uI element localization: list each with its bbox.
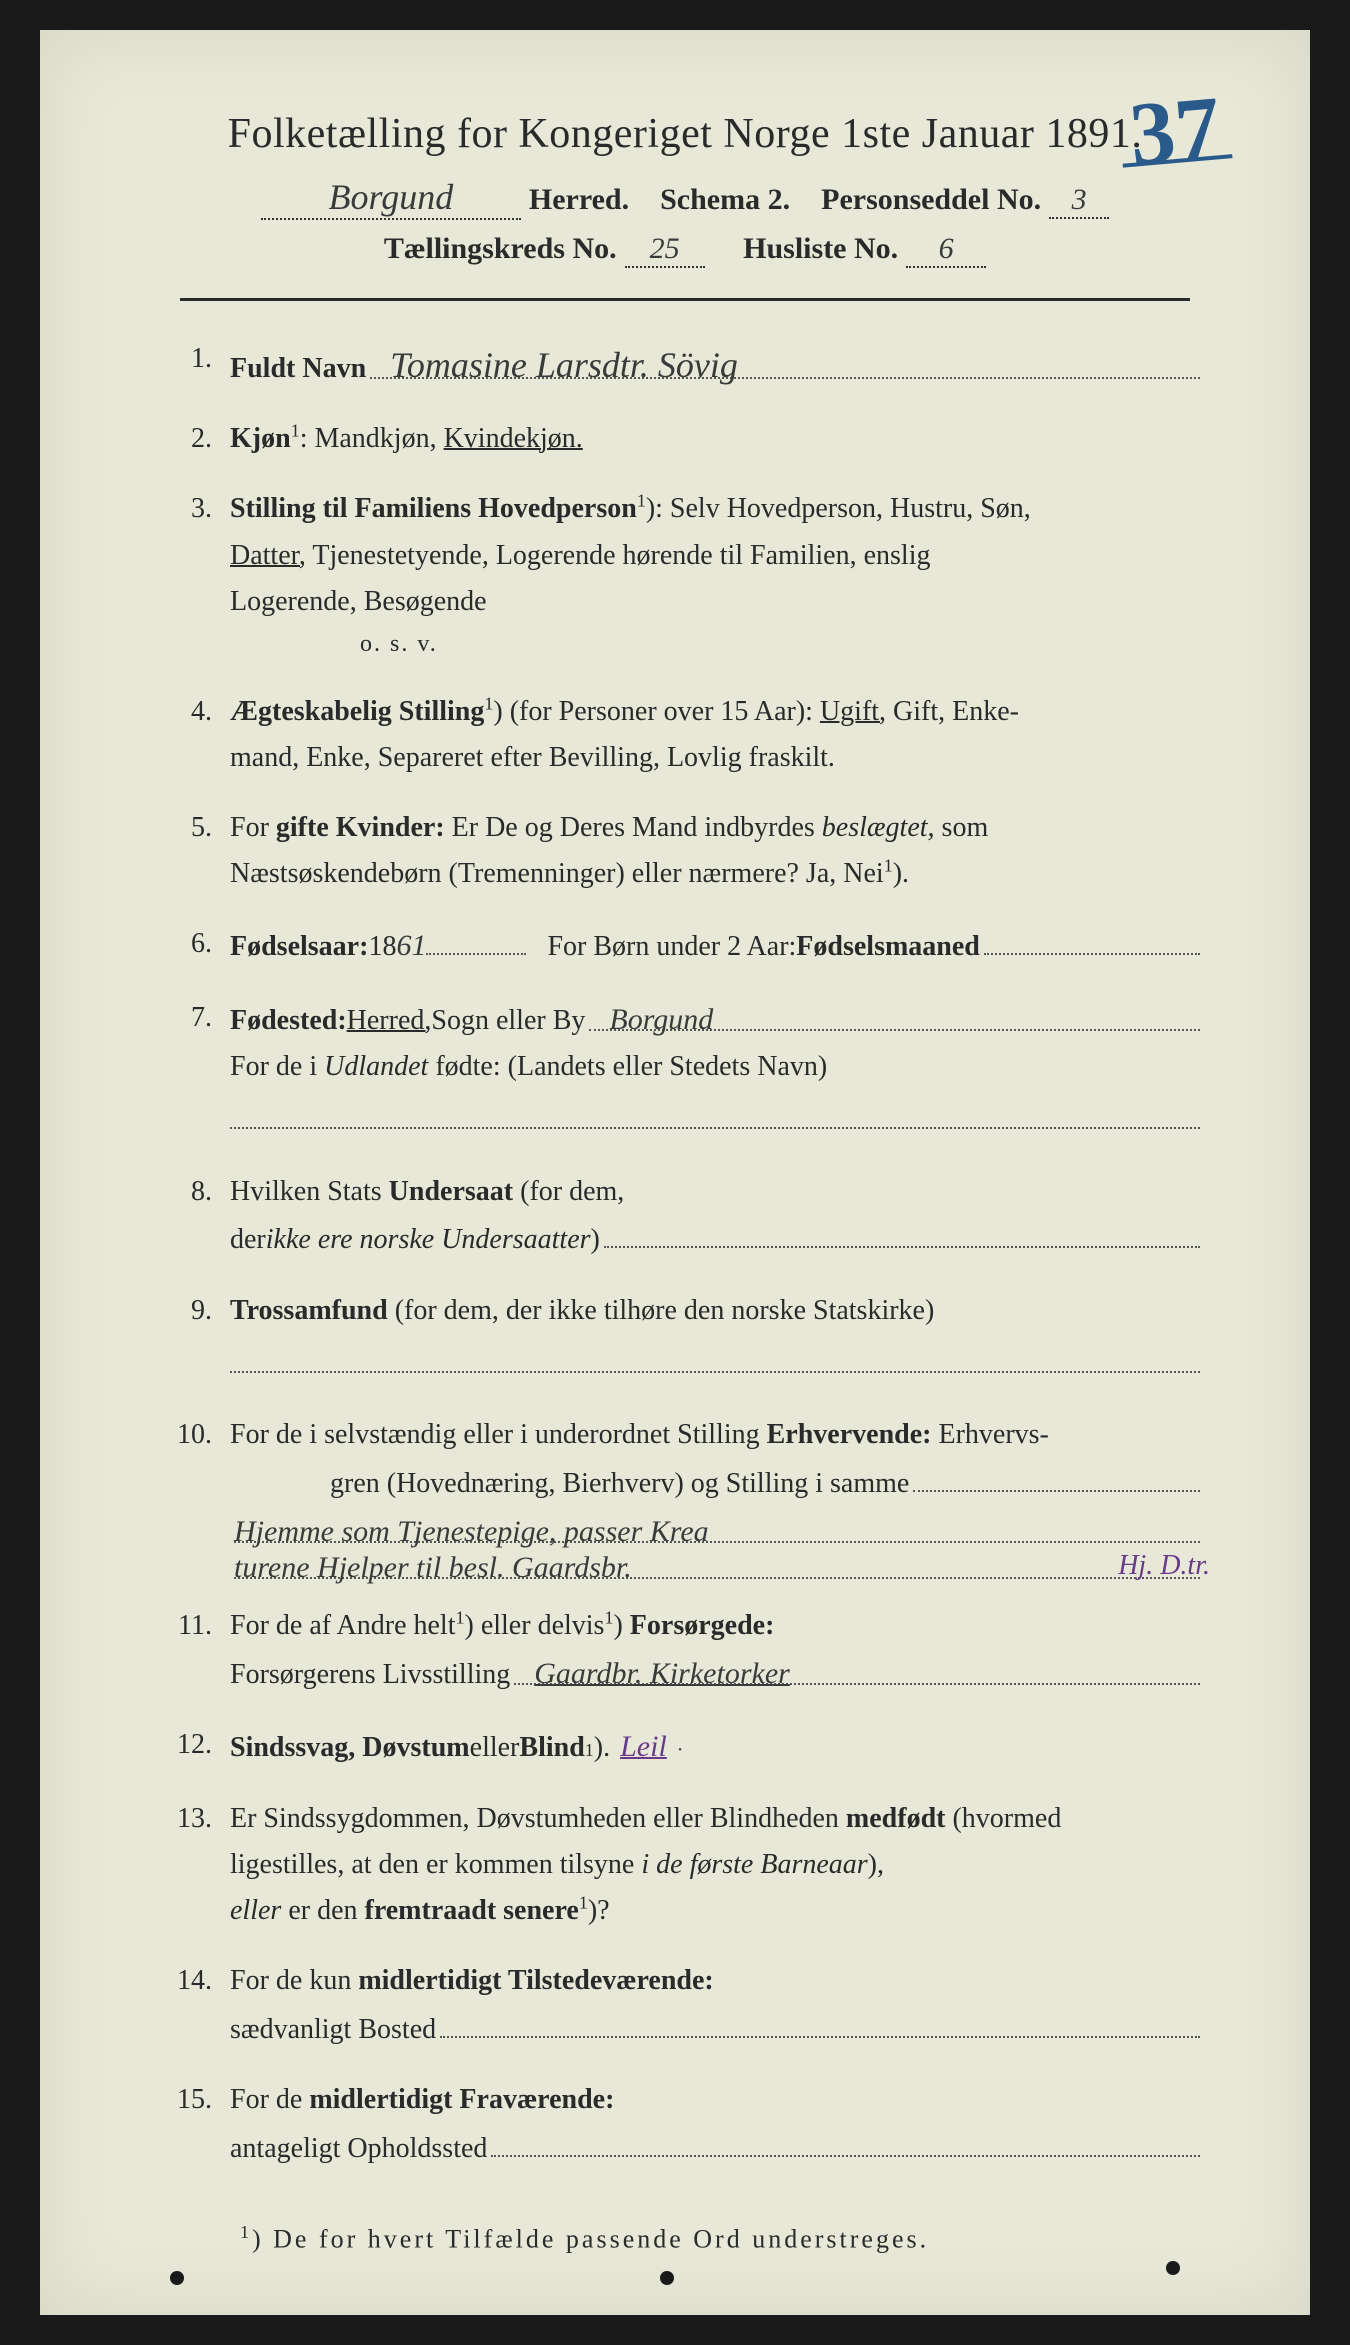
field-label: Stilling til Familiens Hovedperson <box>230 493 637 524</box>
field-5: 5. For gifte Kvinder: Er De og Deres Man… <box>170 805 1200 897</box>
relation-selected: Datter, <box>230 540 306 571</box>
herred-label: Herred. <box>529 183 629 217</box>
field-label: Trossamfund <box>230 1295 388 1326</box>
herred-value: Borgund <box>261 176 521 220</box>
name-value: Tomasine Larsdtr. Sövig <box>370 336 1200 379</box>
marital-selected: Ugift, <box>820 696 886 727</box>
birthplace-value: Borgund <box>589 995 1200 1031</box>
page-number-annotation: 37 <box>1126 76 1225 186</box>
occupation-value-2: turene Hjelper til besl. Gaardsbr. <box>234 1543 1200 1579</box>
field-num: 2. <box>170 416 230 462</box>
field-num: 3. <box>170 486 230 532</box>
field-num: 12. <box>170 1722 230 1768</box>
taellingskreds-label: Tællingskreds No. <box>384 232 617 266</box>
header-divider <box>180 298 1190 301</box>
census-form-page: 37 Folketælling for Kongeriget Norge 1st… <box>40 30 1310 2315</box>
personseddel-no: 3 <box>1049 183 1109 219</box>
field-9: 9. Trossamfund (for dem, der ikke tilhør… <box>170 1288 1200 1389</box>
field-7: 7. Fødested: Herred, Sogn eller By Borgu… <box>170 995 1200 1145</box>
provider-value: Gaardbr. Kirketorker <box>514 1649 1200 1685</box>
birth-year: 61 <box>396 921 426 971</box>
field-label: Fuldt Navn <box>230 346 366 392</box>
field-6: 6. Fødselsaar: 1861 For Børn under 2 Aar… <box>170 921 1200 971</box>
field-num: 6. <box>170 921 230 967</box>
field-num: 1. <box>170 336 230 382</box>
field-3: 3. Stilling til Familiens Hovedperson1):… <box>170 486 1200 664</box>
punch-hole-icon <box>170 2271 184 2285</box>
field-label: Ægteskabelig Stilling <box>230 696 484 727</box>
field-num: 7. <box>170 995 230 1041</box>
annotation-purple: Hj. D.tr. <box>1118 1543 1210 1589</box>
field-2: 2. Kjøn1: Mandkjøn, Kvindekjøn. <box>170 416 1200 462</box>
husliste-no: 6 <box>906 232 986 268</box>
field-4: 4. Ægteskabelig Stilling1) (for Personer… <box>170 689 1200 781</box>
form-fields: 1. Fuldt Navn Tomasine Larsdtr. Sövig 2.… <box>150 336 1220 2172</box>
field-13: 13. Er Sindssygdommen, Døvstumheden elle… <box>170 1796 1200 1935</box>
husliste-label: Husliste No. <box>743 232 898 266</box>
header-row-2: Tællingskreds No. 25 Husliste No. 6 <box>150 232 1220 268</box>
field-8: 8. Hvilken Stats Undersaat (for dem, der… <box>170 1169 1200 1264</box>
field-1: 1. Fuldt Navn Tomasine Larsdtr. Sövig <box>170 336 1200 392</box>
field-label: Fødested: <box>230 998 347 1044</box>
field-12: 12. Sindssvag, Døvstum eller Blind1). Le… <box>170 1722 1200 1772</box>
field-15: 15. For de midlertidigt Fraværende: anta… <box>170 2077 1200 2172</box>
field-10: 10. For de i selvstændig eller i underor… <box>170 1412 1200 1579</box>
field-14: 14. For de kun midlertidigt Tilstedevære… <box>170 1958 1200 2053</box>
disability-value: Leil <box>610 1722 677 1772</box>
field-num: 8. <box>170 1169 230 1215</box>
footnote: 1) De for hvert Tilfælde passende Ord un… <box>150 2222 1220 2255</box>
personseddel-label: Personseddel No. <box>821 183 1041 217</box>
taellingskreds-no: 25 <box>625 232 705 268</box>
field-num: 14. <box>170 1958 230 2004</box>
field-num: 5. <box>170 805 230 851</box>
occupation-value-1: Hjemme som Tjenestepige, passer Krea <box>234 1507 1200 1543</box>
form-title: Folketælling for Kongeriget Norge 1ste J… <box>150 110 1220 158</box>
field-num: 15. <box>170 2077 230 2123</box>
schema-label: Schema 2. <box>660 183 790 217</box>
field-label: Kjøn <box>230 423 291 454</box>
field-num: 13. <box>170 1796 230 1842</box>
sex-selected: Kvindekjøn. <box>444 423 583 454</box>
birthplace-type: Herred, <box>347 998 432 1044</box>
field-num: 11. <box>170 1603 230 1649</box>
field-num: 10. <box>170 1412 230 1458</box>
osv-text: o. s. v. <box>230 625 1200 665</box>
punch-hole-icon <box>1166 2261 1180 2275</box>
field-label: Sindssvag, Døvstum <box>230 1725 470 1771</box>
field-num: 4. <box>170 689 230 735</box>
field-label: Fødselsaar: <box>230 924 368 970</box>
header-row-1: Borgund Herred. Schema 2. Personseddel N… <box>150 176 1220 220</box>
field-num: 9. <box>170 1288 230 1334</box>
punch-hole-icon <box>660 2271 674 2285</box>
form-header: Folketælling for Kongeriget Norge 1ste J… <box>150 110 1220 268</box>
field-11: 11. For de af Andre helt1) eller delvis1… <box>170 1603 1200 1698</box>
